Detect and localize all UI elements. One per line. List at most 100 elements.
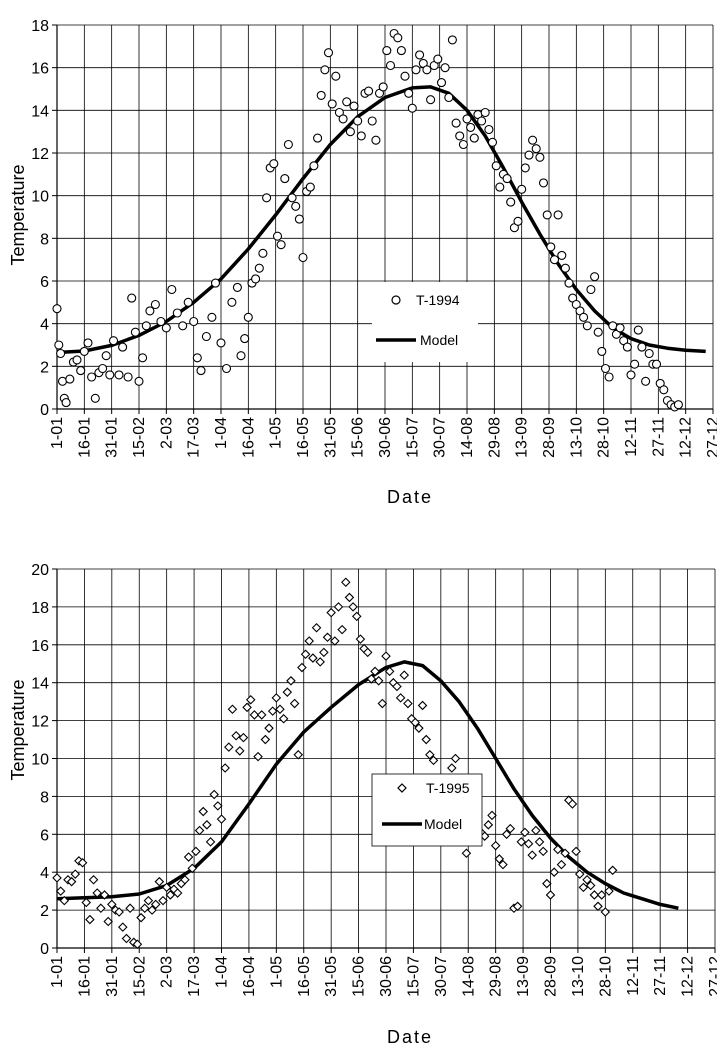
- data-point-t1994: [673, 400, 683, 410]
- legend-1994: T-1994 Model: [372, 282, 478, 362]
- y-tick-label: 14: [31, 676, 49, 693]
- data-point-t1995: [308, 653, 318, 663]
- data-point-t1994: [524, 150, 534, 160]
- data-point-t1995: [330, 636, 340, 646]
- data-point-t1995: [194, 825, 205, 836]
- data-point-t1994: [127, 293, 137, 303]
- y-tick-label: 10: [31, 189, 49, 206]
- data-point-t1995: [428, 755, 439, 766]
- data-point-t1995: [560, 848, 570, 859]
- data-point-t1994: [254, 263, 264, 273]
- data-point-t1995: [574, 869, 585, 879]
- plot-area-1994: 1-01 16-01 31-01 15-02 2-03 17-03 1-04 16-04 1-0…: [31, 18, 717, 458]
- data-point-t1994: [331, 71, 341, 81]
- data-point-t1995: [348, 602, 358, 612]
- data-point-t1995: [395, 693, 406, 703]
- data-point-t1994: [659, 385, 669, 395]
- data-point-t1995: [143, 895, 154, 906]
- data-point-t1994: [480, 107, 490, 118]
- data-point-t1994: [138, 353, 148, 363]
- data-point-t1994: [590, 272, 600, 282]
- x-tick-label: 16-01: [76, 956, 93, 997]
- x-tick-label: 1-05: [268, 956, 285, 988]
- data-point-t1995: [571, 846, 581, 857]
- y-tick-label: 0: [40, 402, 49, 419]
- x-tick-label: 31-01: [104, 417, 121, 458]
- x-tick-label: 13-09: [514, 417, 531, 458]
- data-point-t1994: [283, 139, 293, 150]
- data-point-t1994: [323, 48, 334, 58]
- data-point-t1994: [108, 336, 119, 346]
- x-tick-label: 13-09: [515, 956, 532, 997]
- data-point-t1995: [322, 632, 333, 642]
- y-tick-label: 14: [31, 103, 49, 120]
- data-point-t1994: [269, 159, 279, 169]
- data-point-t1995: [256, 710, 267, 720]
- data-point-t1994: [447, 35, 457, 45]
- data-point-t1995: [304, 636, 315, 646]
- data-point-t1995: [278, 713, 289, 724]
- x-tick-label: 28-10: [596, 417, 613, 458]
- data-point-t1994: [349, 101, 359, 111]
- data-point-t1994: [626, 370, 636, 380]
- data-point-t1995: [487, 810, 497, 821]
- x-tick-label: 15-07: [404, 417, 421, 458]
- data-point-t1994: [455, 131, 465, 141]
- data-point-t1995: [366, 674, 377, 684]
- data-point-t1994: [451, 118, 461, 128]
- data-point-t1995: [271, 693, 282, 703]
- data-point-t1994: [338, 114, 348, 124]
- data-point-t1995: [542, 878, 552, 889]
- data-point-t1994: [549, 255, 560, 265]
- data-point-t1994: [178, 321, 188, 331]
- x-tick-label: 29-08: [486, 417, 503, 458]
- data-point-t1994: [130, 327, 140, 337]
- data-point-t1994: [327, 99, 337, 109]
- data-point-t1994: [287, 193, 297, 203]
- data-point-t1995: [231, 730, 241, 741]
- data-point-t1995: [118, 922, 128, 932]
- data-point-t1994: [196, 366, 206, 376]
- data-point-t1994: [150, 299, 160, 310]
- data-point-t1995: [172, 888, 183, 898]
- data-point-t1994: [258, 248, 268, 258]
- y-tick-label: 8: [40, 231, 49, 248]
- data-point-t1994: [56, 348, 66, 359]
- data-point-t1994: [466, 122, 476, 132]
- data-point-t1995: [523, 838, 534, 849]
- data-point-t1995: [88, 875, 99, 885]
- data-point-t1995: [253, 751, 263, 762]
- data-point-t1995: [553, 844, 563, 855]
- data-point-t1995: [556, 859, 567, 870]
- data-point-t1994: [415, 50, 425, 60]
- data-point-t1994: [371, 135, 381, 145]
- x-tick-label: 30-07: [433, 956, 450, 997]
- data-point-t1995: [183, 852, 194, 862]
- data-point-t1994: [385, 60, 396, 71]
- data-point-t1995: [311, 622, 322, 633]
- data-point-t1995: [534, 837, 545, 847]
- y-tick-label: 18: [31, 600, 49, 617]
- data-point-t1994: [586, 284, 596, 295]
- data-point-t1995: [549, 867, 559, 877]
- data-point-t1994: [243, 312, 253, 322]
- data-point-t1995: [59, 895, 70, 906]
- data-point-t1995: [209, 789, 219, 800]
- data-point-t1994: [506, 197, 516, 207]
- data-point-t1995: [351, 611, 362, 622]
- data-point-t1994: [61, 398, 71, 408]
- data-point-t1995: [55, 886, 66, 896]
- data-point-t1994: [161, 323, 171, 333]
- data-point-t1994: [232, 282, 242, 292]
- x-tick-label: 12-12: [680, 956, 697, 997]
- x-tick-label: 1-04: [213, 417, 230, 449]
- data-point-t1994: [597, 346, 607, 356]
- data-point-t1994: [145, 306, 155, 316]
- data-point-t1994: [272, 231, 283, 241]
- data-point-t1994: [276, 240, 286, 250]
- data-point-t1994: [637, 342, 647, 352]
- data-point-t1994: [600, 363, 611, 374]
- x-tick-label: 17-03: [186, 417, 203, 458]
- legend-circle-marker-icon: [391, 295, 401, 305]
- data-point-t1995: [450, 753, 461, 764]
